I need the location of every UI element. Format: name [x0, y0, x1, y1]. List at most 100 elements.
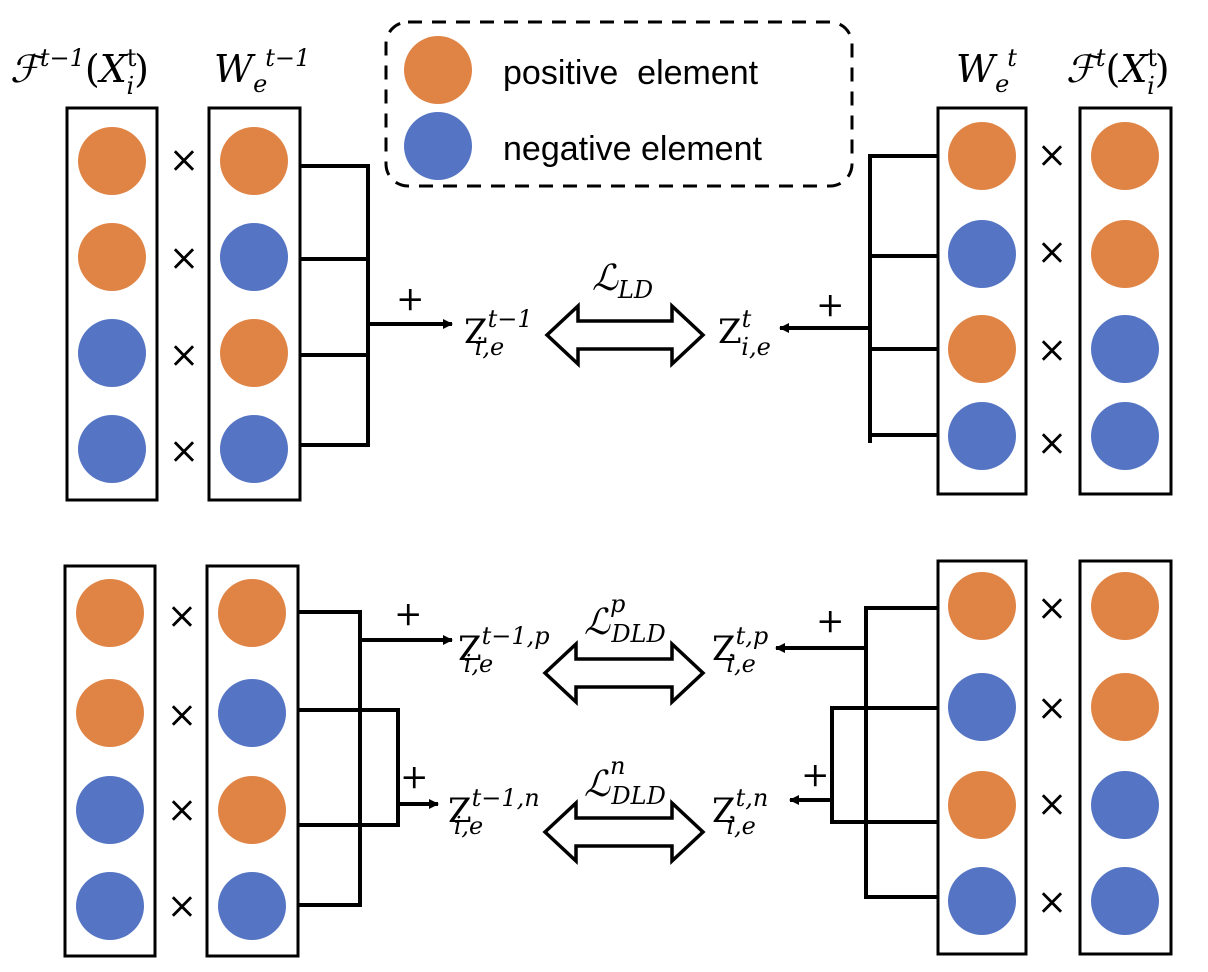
bottom-multiply-7: ×: [1037, 784, 1067, 825]
top-feature-prev-negative-element-4: [78, 415, 146, 483]
bottom-z-prev-p: Zt−1,p i,e: [458, 622, 550, 678]
top-right-sum-wires: [779, 154, 938, 443]
top-double-arrow: [544, 301, 706, 369]
top-multiply-3: ×: [169, 335, 199, 376]
top-elements: [78, 122, 1159, 483]
bottom-feature-cur-negative-element-4: [1091, 867, 1159, 935]
legend-positive-swatch: [404, 36, 472, 104]
top-section: × × × × × × × × + + Zt−1 i,e Zt i,e ℒLD: [65, 106, 1173, 502]
bottom-weight-cur-negative-element-4: [948, 867, 1016, 935]
top-feature-cur-negative-element-3: [1091, 315, 1159, 383]
top-z-prev: Zt−1 i,e: [464, 305, 533, 361]
bottom-positive-double-arrow: [542, 639, 706, 707]
top-feature-cur-column: [1078, 106, 1173, 496]
label-feature-prev: ℱt−1(Xt i): [10, 44, 149, 100]
bottom-section: × × × × × × × × + + +: [63, 559, 1173, 958]
svg-text:ℱt(Xti): ℱt(Xt i): [1066, 44, 1170, 100]
bottom-multiply-8: ×: [1037, 882, 1067, 923]
bottom-right-negative-plus: +: [801, 755, 830, 795]
bottom-feature-prev-negative-element-3: [76, 776, 144, 844]
top-weight-prev-positive-element-1: [220, 127, 288, 195]
top-weight-cur-positive-element-1: [948, 122, 1016, 190]
top-z-cur: Zt i,e: [718, 305, 771, 361]
top-weight-prev-negative-element-2: [220, 223, 288, 291]
top-weight-prev-column: [207, 106, 302, 502]
legend-negative-swatch: [404, 112, 472, 180]
bottom-left-negative-plus: +: [400, 757, 429, 797]
legend: positive element negative element: [384, 20, 854, 188]
bottom-z-cur-n: Zt,n i,e: [712, 784, 768, 840]
top-multiply-4: ×: [169, 431, 199, 472]
bottom-feature-prev-positive-element-2: [76, 679, 144, 747]
bottom-feature-cur-positive-element-1: [1091, 572, 1159, 640]
top-left-plus: +: [396, 279, 425, 319]
top-feature-cur-negative-element-4: [1091, 402, 1159, 470]
bottom-multiply-signs: × × × × × × × ×: [167, 588, 1067, 927]
bottom-z-cur-p: Zt,p i,e: [712, 622, 768, 678]
top-multiply-8: ×: [1037, 423, 1067, 464]
svg-text:Wet−1: Wet−1: [214, 44, 310, 98]
bottom-feature-prev-positive-element-1: [76, 579, 144, 647]
legend-positive-label: positive element: [503, 54, 759, 92]
top-multiply-2: ×: [169, 238, 199, 279]
bottom-multiply-5: ×: [1037, 588, 1067, 629]
bottom-z-prev-n: Zt−1,n i,e: [448, 784, 540, 840]
top-weight-cur-negative-element-2: [948, 220, 1016, 288]
bottom-feature-cur-negative-element-3: [1091, 771, 1159, 839]
top-multiply-6: ×: [1037, 232, 1067, 273]
top-weight-prev-negative-element-4: [220, 415, 288, 483]
label-feature-cur: ℱt(Xt i): [1066, 44, 1170, 100]
bottom-weight-cur-positive-element-1: [948, 572, 1016, 640]
bottom-weight-cur-column: [936, 559, 1028, 956]
bottom-multiply-2: ×: [167, 695, 197, 736]
top-feature-prev-positive-element-2: [78, 223, 146, 291]
top-feature-prev-positive-element-1: [78, 127, 146, 195]
top-weight-cur-column: [936, 106, 1028, 496]
top-feature-prev-column: [65, 106, 159, 502]
bottom-multiply-1: ×: [167, 596, 197, 637]
svg-text:ℱt−1(Xti): ℱt−1(Xt i): [10, 44, 149, 100]
bottom-weight-prev-positive-element-3: [218, 776, 286, 844]
bottom-left-positive-wires: [298, 610, 453, 907]
top-weight-prev-positive-element-3: [220, 319, 288, 387]
top-left-sum-wires: [300, 164, 453, 447]
top-feature-cur-positive-element-1: [1091, 122, 1159, 190]
label-weight-cur: Wet: [956, 44, 1017, 98]
top-multiply-1: ×: [169, 140, 199, 181]
top-multiply-5: ×: [1037, 135, 1067, 176]
bottom-loss-p-label: ℒp DLD: [584, 590, 666, 648]
top-multiply-7: ×: [1037, 330, 1067, 371]
top-multiply-signs: × × × × × × × ×: [169, 135, 1067, 472]
legend-frame: [384, 20, 854, 188]
bottom-multiply-6: ×: [1037, 688, 1067, 729]
top-loss-label: ℒLD: [592, 258, 653, 304]
bottom-weight-prev-negative-element-2: [218, 679, 286, 747]
bottom-right-positive-plus: +: [816, 601, 845, 641]
bottom-feature-prev-column: [63, 564, 157, 958]
legend-negative-label: negative element: [503, 130, 763, 168]
bottom-weight-cur-positive-element-3: [948, 771, 1016, 839]
top-feature-prev-negative-element-3: [78, 319, 146, 387]
bottom-feature-prev-negative-element-4: [76, 872, 144, 940]
label-weight-prev: Wet−1: [214, 44, 310, 98]
bottom-right-positive-wires: [775, 606, 938, 899]
bottom-weight-prev-negative-element-4: [218, 872, 286, 940]
top-right-plus: +: [816, 285, 845, 325]
bottom-weight-prev-positive-element-1: [218, 579, 286, 647]
top-feature-cur-positive-element-2: [1091, 220, 1159, 288]
bottom-negative-double-arrow: [542, 798, 706, 866]
top-weight-cur-positive-element-3: [948, 315, 1016, 383]
bottom-weight-prev-column: [205, 564, 300, 958]
bottom-multiply-3: ×: [167, 790, 197, 831]
svg-text:Wet: Wet: [956, 44, 1017, 98]
top-weight-cur-negative-element-4: [948, 402, 1016, 470]
bottom-feature-cur-positive-element-2: [1091, 673, 1159, 741]
bottom-weight-cur-negative-element-2: [948, 673, 1016, 741]
bottom-multiply-4: ×: [167, 886, 197, 927]
bottom-right-negative-wires: [789, 706, 938, 824]
bottom-loss-n-label: ℒn DLD: [584, 752, 666, 810]
bottom-left-negative-wires: [298, 708, 439, 827]
bottom-left-positive-plus: +: [394, 594, 423, 634]
